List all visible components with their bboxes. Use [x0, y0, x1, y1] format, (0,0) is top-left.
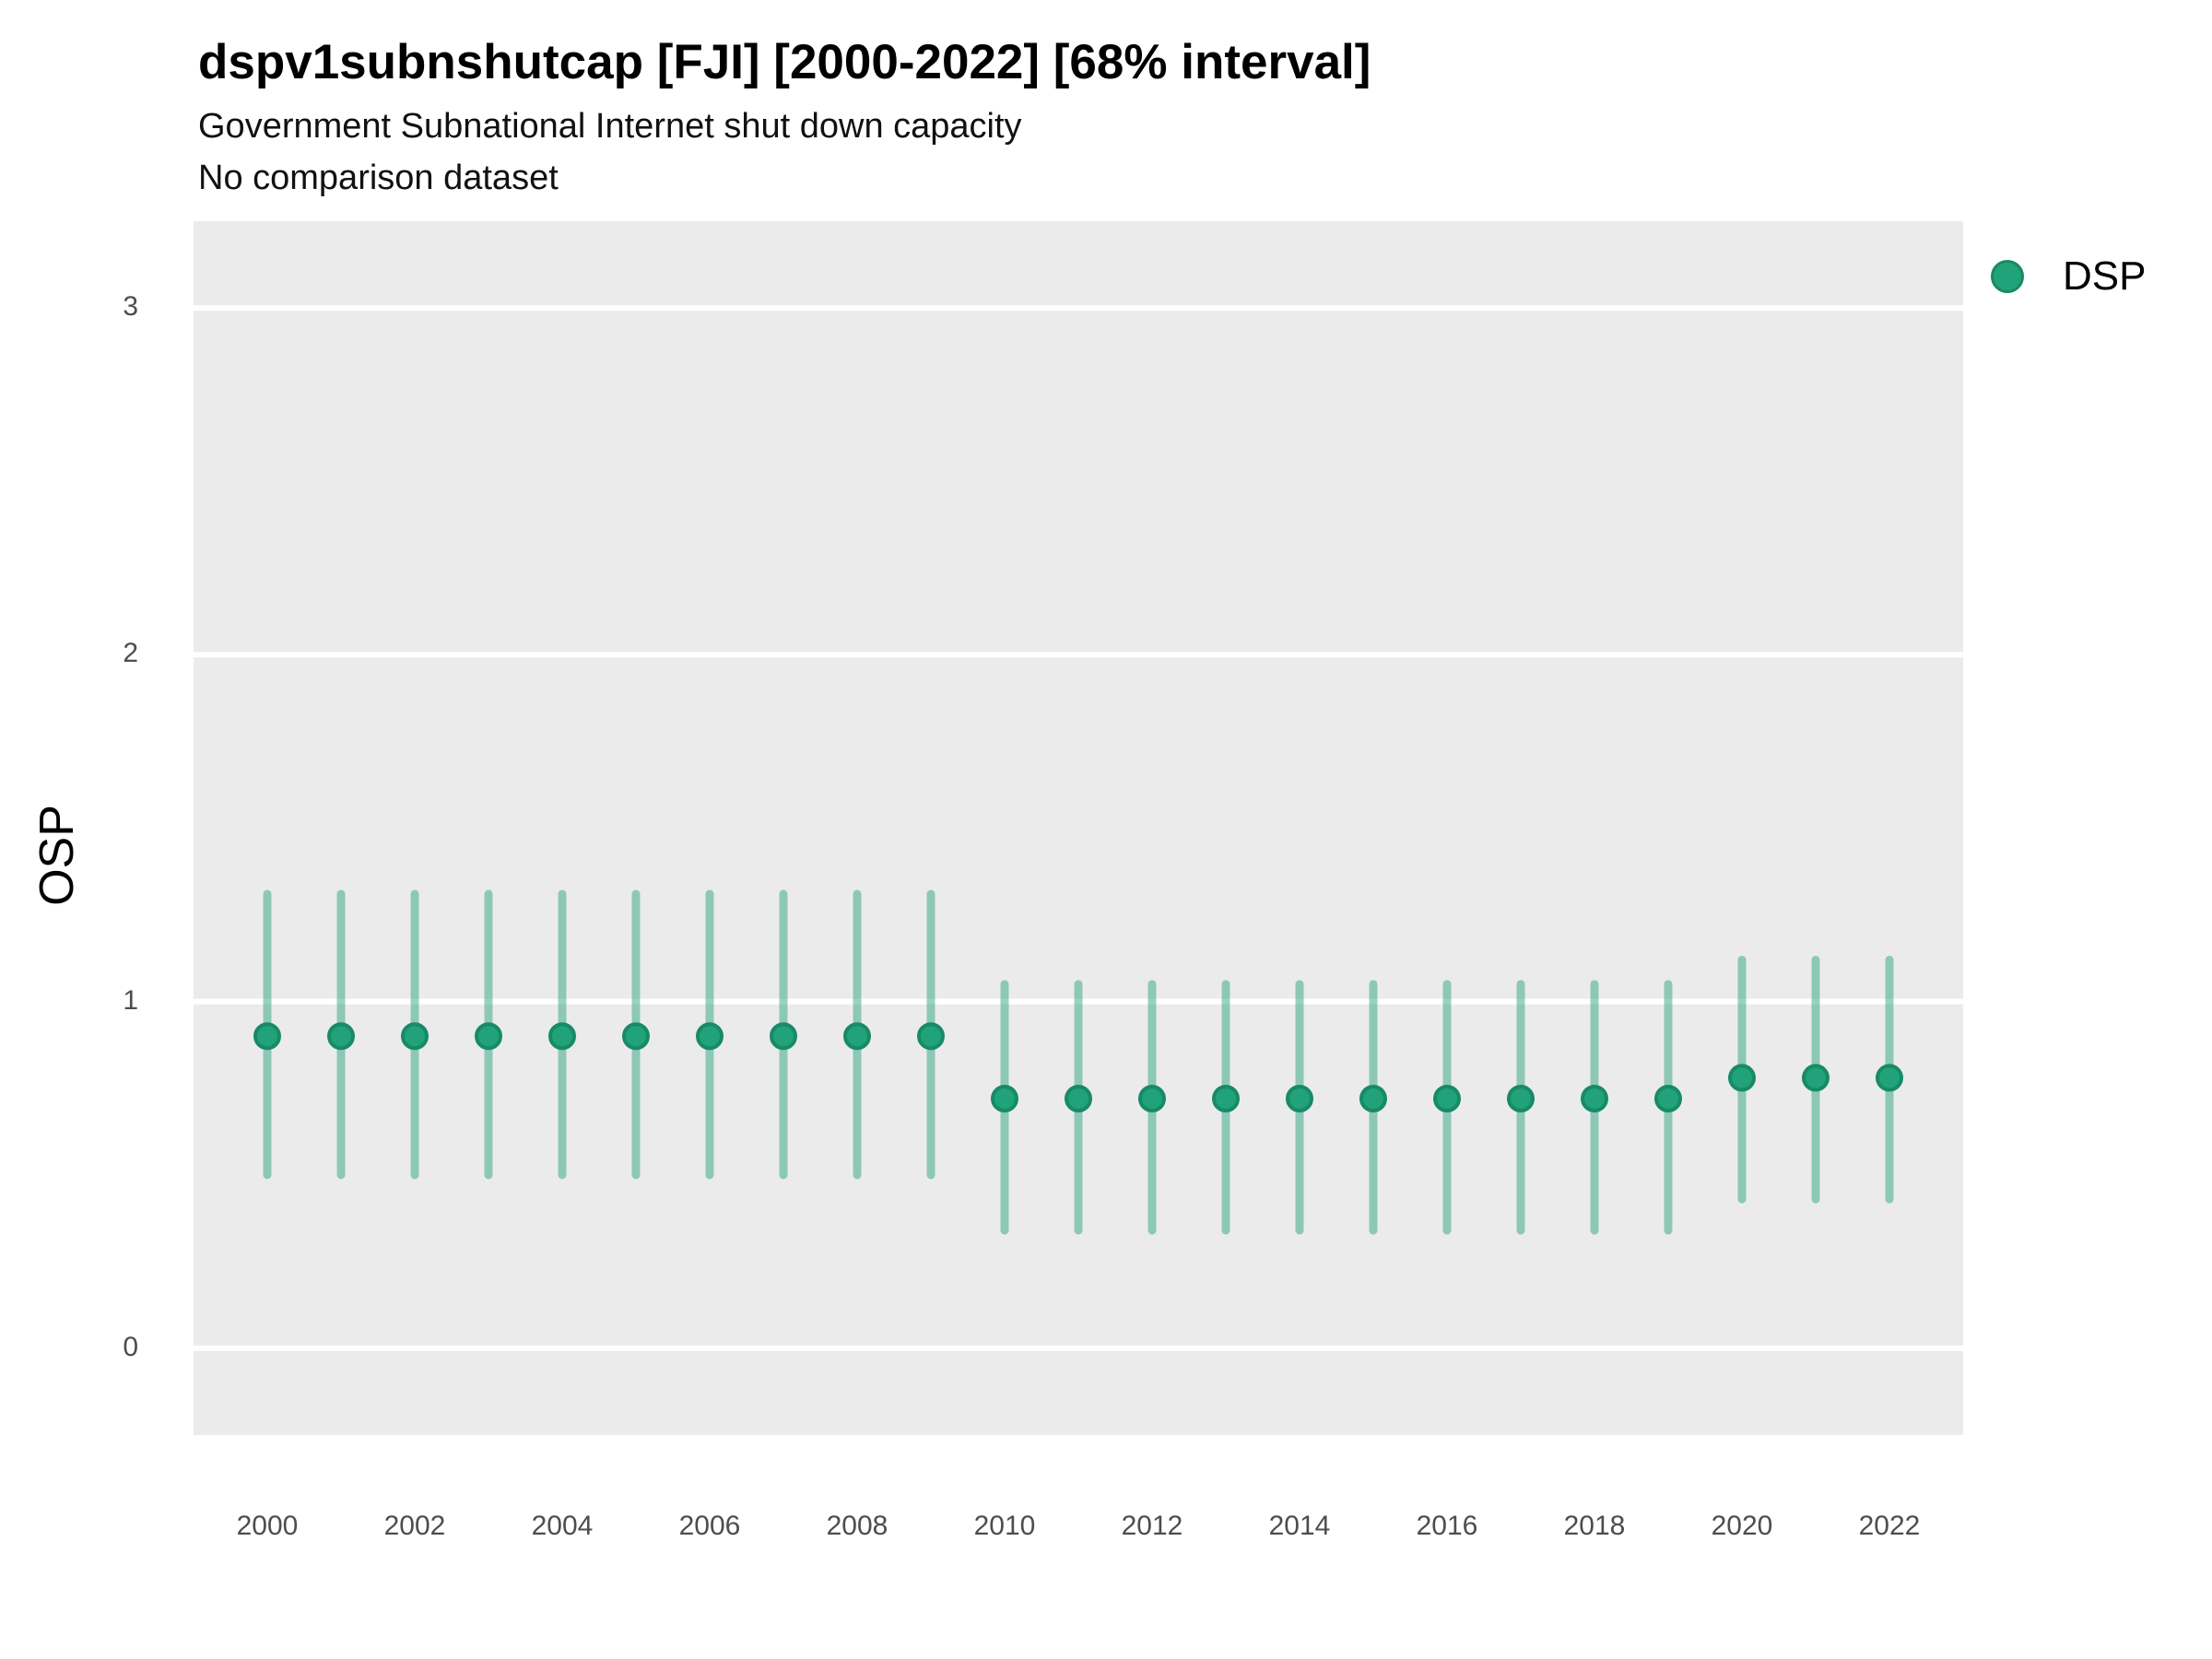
y-tick-label: 3 [123, 291, 138, 323]
point-estimate [1433, 1085, 1461, 1113]
x-tick-label: 2000 [236, 1511, 299, 1541]
point-estimate [253, 1022, 281, 1051]
point-estimate [770, 1022, 797, 1051]
chart-subtitle: Government Subnational Internet shut dow… [198, 107, 1022, 146]
point-estimate [1802, 1064, 1830, 1092]
point-estimate [696, 1022, 724, 1051]
point-estimate [1212, 1085, 1240, 1113]
x-tick-label: 2010 [973, 1511, 1036, 1541]
point-estimate [843, 1022, 871, 1051]
point-estimate [1286, 1085, 1313, 1113]
x-tick-label: 2016 [1416, 1511, 1478, 1541]
point-estimate [1876, 1064, 1903, 1092]
legend: DSP [1991, 253, 2146, 300]
point-estimate [1138, 1085, 1166, 1113]
point-estimate [1359, 1085, 1387, 1113]
point-estimate [475, 1022, 502, 1051]
y-tick-label: 2 [123, 638, 138, 669]
plot-panel [194, 221, 1963, 1435]
x-tick-label: 2006 [678, 1511, 741, 1541]
x-tick-label: 2014 [1268, 1511, 1331, 1541]
legend-point-icon [1991, 260, 2024, 293]
point-estimate [327, 1022, 355, 1051]
x-tick-label: 2008 [826, 1511, 888, 1541]
x-tick-label: 2022 [1858, 1511, 1921, 1541]
point-estimate [1065, 1085, 1092, 1113]
point-estimate [1654, 1085, 1682, 1113]
y-tick-label: 1 [123, 984, 138, 1016]
x-tick-label: 2018 [1563, 1511, 1626, 1541]
chart-title: dspv1subnshutcap [FJI] [2000-2022] [68% … [198, 35, 1371, 89]
point-estimate [622, 1022, 650, 1051]
x-tick-label: 2012 [1121, 1511, 1183, 1541]
y-tick-label: 0 [123, 1331, 138, 1362]
y-axis-title: OSP [30, 805, 84, 906]
point-estimate [1728, 1064, 1756, 1092]
x-tick-label: 2002 [383, 1511, 446, 1541]
point-estimate [991, 1085, 1018, 1113]
point-estimate [401, 1022, 429, 1051]
legend-label: DSP [2063, 253, 2147, 299]
point-estimate [1581, 1085, 1608, 1113]
point-estimate [548, 1022, 576, 1051]
x-tick-label: 2020 [1711, 1511, 1773, 1541]
point-estimate [1507, 1085, 1535, 1113]
point-estimate [917, 1022, 945, 1051]
x-tick-label: 2004 [531, 1511, 594, 1541]
comparison-note: No comparison dataset [198, 159, 559, 197]
chart-canvas [194, 305, 1963, 1351]
